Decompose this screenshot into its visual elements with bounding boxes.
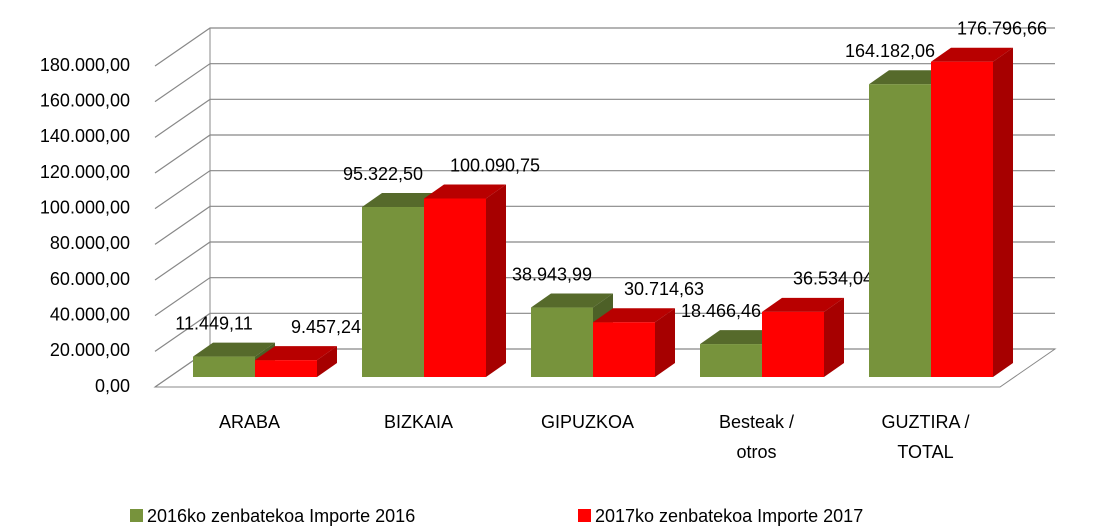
y-tick-label: 140.000,00 bbox=[40, 126, 130, 146]
y-tick-label: 60.000,00 bbox=[50, 269, 130, 289]
y-tick-label: 80.000,00 bbox=[50, 233, 130, 253]
grid-line bbox=[154, 205, 1055, 245]
value-label: 176.796,66 bbox=[957, 18, 1047, 38]
bar bbox=[593, 322, 655, 377]
bar-top bbox=[531, 293, 613, 308]
y-tick-label: 20.000,00 bbox=[50, 340, 130, 360]
bar-top bbox=[424, 184, 506, 199]
y-tick-label: 120.000,00 bbox=[40, 162, 130, 182]
bar bbox=[700, 344, 762, 377]
grid-line bbox=[154, 134, 1055, 174]
y-tick-label: 40.000,00 bbox=[50, 304, 130, 324]
grid-line bbox=[154, 98, 1055, 138]
grid-line bbox=[154, 63, 1055, 103]
grid-line bbox=[154, 170, 1055, 210]
bar bbox=[869, 84, 931, 378]
value-label: 38.943,99 bbox=[512, 264, 592, 284]
bar bbox=[255, 360, 317, 377]
x-tick-label: BIZKAIA bbox=[383, 412, 454, 432]
bar-side bbox=[317, 346, 337, 377]
grid-line bbox=[154, 241, 1055, 281]
bar bbox=[531, 307, 593, 377]
bar-top bbox=[362, 193, 444, 208]
grid-line bbox=[154, 277, 1055, 317]
value-label: 95.322,50 bbox=[343, 164, 423, 184]
bar-side bbox=[486, 184, 506, 377]
legend-swatch bbox=[578, 509, 591, 522]
value-label: 11.449,11 bbox=[175, 313, 252, 333]
y-tick-label: 160.000,00 bbox=[40, 90, 130, 110]
grid-line bbox=[154, 27, 1055, 67]
x-tick-label: GUZTIRA / TOTAL bbox=[881, 412, 970, 462]
value-label: 100.090,75 bbox=[450, 155, 540, 175]
legend-swatch bbox=[130, 509, 143, 522]
bar-top bbox=[255, 346, 337, 361]
x-tick-label: Besteak / otros bbox=[718, 412, 795, 462]
legend-label: 2016ko zenbatekoa Importe 2016 bbox=[147, 506, 415, 526]
value-label: 36.534,04 bbox=[793, 269, 873, 289]
bar-top bbox=[931, 47, 1013, 62]
bar-side bbox=[824, 297, 844, 377]
value-label: 18.466,46 bbox=[681, 301, 761, 321]
x-tick-label: ARABA bbox=[218, 412, 281, 432]
y-tick-label: 0,00 bbox=[95, 376, 130, 396]
bar-top bbox=[762, 297, 844, 312]
bar-side bbox=[993, 47, 1013, 378]
bar bbox=[193, 356, 255, 377]
bar bbox=[362, 207, 424, 377]
bar-side bbox=[655, 308, 675, 377]
value-label: 164.182,06 bbox=[845, 41, 935, 61]
bar-top bbox=[700, 330, 782, 345]
bar bbox=[762, 311, 824, 377]
bar-top bbox=[193, 342, 275, 357]
x-tick-label: GIPUZKOA bbox=[540, 412, 634, 432]
legend-label: 2017ko zenbatekoa Importe 2017 bbox=[595, 506, 863, 526]
value-label: 9.457,24 bbox=[291, 317, 361, 337]
bar bbox=[424, 198, 486, 377]
bar-top bbox=[869, 70, 951, 85]
bar-top bbox=[593, 308, 675, 323]
y-tick-label: 100.000,00 bbox=[40, 197, 130, 217]
value-label: 30.714,63 bbox=[624, 279, 704, 299]
y-tick-label: 180.000,00 bbox=[40, 55, 130, 75]
bar bbox=[931, 61, 993, 378]
